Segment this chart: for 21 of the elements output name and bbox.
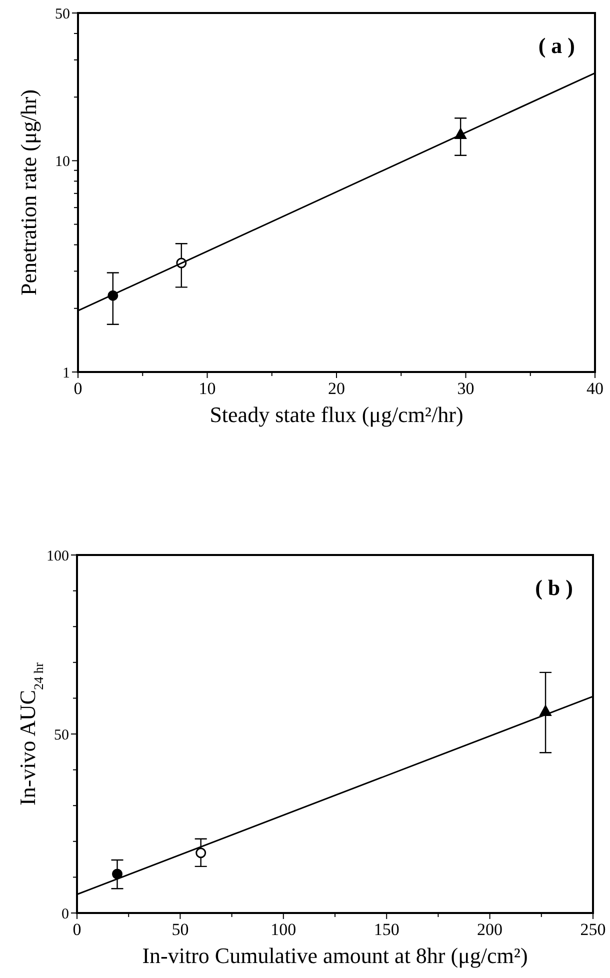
x-tick-label: 250 xyxy=(580,920,606,939)
annotation: ( b ) xyxy=(535,575,573,600)
y-tick-label: 0 xyxy=(62,906,69,922)
x-tick-label: 50 xyxy=(172,920,189,939)
x-tick-label: 100 xyxy=(270,920,296,939)
x-tick-label: 20 xyxy=(328,379,345,398)
x-tick-label: 40 xyxy=(586,379,604,398)
annotation: ( a ) xyxy=(538,33,575,58)
x-tick-label: 10 xyxy=(198,379,216,398)
y-tick-label: 1 xyxy=(62,365,70,382)
y-tick-label: 100 xyxy=(46,548,69,564)
x-tick-label: 200 xyxy=(477,920,503,939)
x-tick-label: 0 xyxy=(74,379,82,398)
y-tick-label: 10 xyxy=(55,154,70,170)
y-tick-label: 50 xyxy=(55,6,70,22)
x-axis-title: In-vitro Cumulative amount at 8hr (μg/cm²) xyxy=(142,943,528,968)
y-tick-label: 50 xyxy=(54,727,69,744)
x-tick-label: 30 xyxy=(457,379,474,398)
y-axis-title: Penetration rate (μg/hr) xyxy=(16,89,41,296)
x-tick-label: 150 xyxy=(374,920,400,939)
x-axis-title: Steady state flux (μg/cm²/hr) xyxy=(210,402,464,427)
